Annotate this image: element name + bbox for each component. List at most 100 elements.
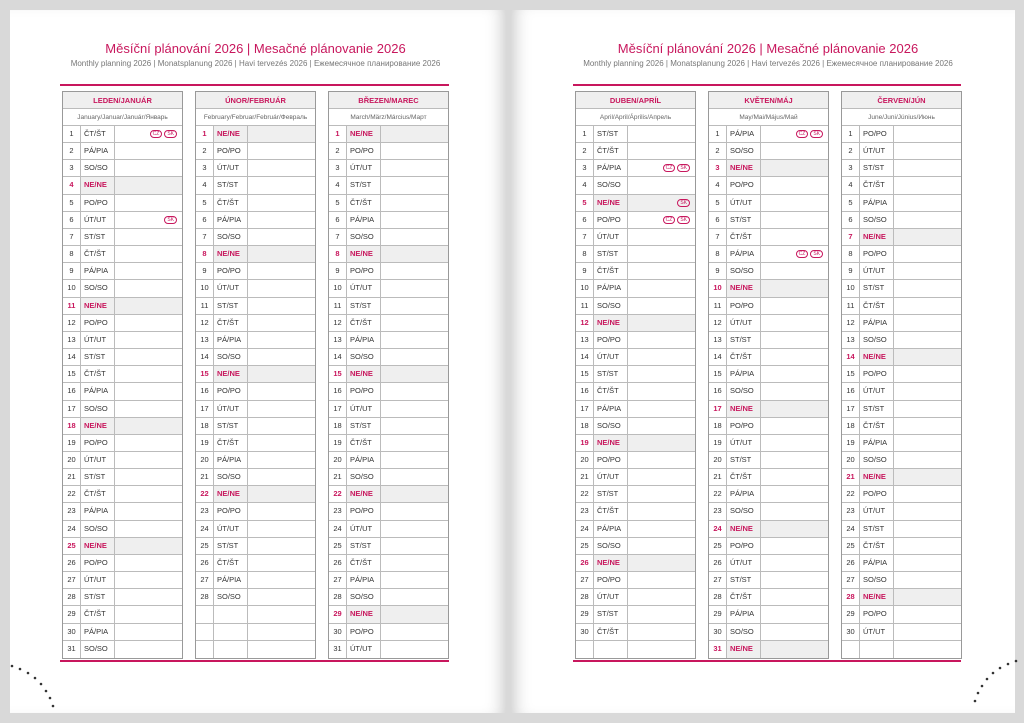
day-row[interactable]: 13 ST/ST <box>709 331 828 350</box>
note-cell[interactable] <box>628 177 695 193</box>
note-cell[interactable] <box>761 366 828 382</box>
note-cell[interactable] <box>628 589 695 605</box>
note-cell[interactable] <box>761 383 828 399</box>
note-cell[interactable] <box>381 349 448 365</box>
day-row[interactable]: 16 ÚT/UT <box>842 383 961 401</box>
note-cell[interactable] <box>115 486 182 502</box>
note-cell[interactable] <box>115 435 182 451</box>
note-cell[interactable] <box>628 452 695 468</box>
day-row[interactable]: 29 PO/PO <box>842 606 961 624</box>
note-cell[interactable] <box>894 486 961 502</box>
day-row[interactable]: 7 ST/ST <box>63 228 182 247</box>
day-row[interactable]: 13 SO/SO <box>842 331 961 350</box>
note-cell[interactable] <box>894 315 961 331</box>
note-cell[interactable] <box>115 537 182 554</box>
note-cell[interactable] <box>628 143 695 159</box>
note-cell[interactable] <box>894 452 961 468</box>
note-cell[interactable] <box>381 435 448 451</box>
day-row[interactable]: 14 SO/SO <box>329 349 448 367</box>
day-row[interactable]: 11 NE/NE <box>63 297 182 315</box>
note-cell[interactable] <box>248 366 315 383</box>
note-cell[interactable] <box>115 280 182 296</box>
day-row[interactable]: 6 PÁ/PIA <box>196 211 315 229</box>
day-row[interactable]: 27 ÚT/UT <box>63 572 182 590</box>
day-row[interactable]: 7 SO/SO <box>329 228 448 247</box>
day-row[interactable]: 23 PO/PO <box>329 503 448 521</box>
day-row[interactable]: 15 ČT/ŠT <box>63 366 182 384</box>
day-row[interactable]: 21 ČT/ŠT <box>709 469 828 487</box>
day-row[interactable]: 30 ČT/ŠT <box>576 623 695 641</box>
day-row[interactable]: 18 SO/SO <box>576 417 695 435</box>
note-cell[interactable] <box>115 297 182 314</box>
day-row[interactable]: 2 PÁ/PIA <box>63 143 182 161</box>
note-cell[interactable] <box>761 229 828 245</box>
note-cell[interactable] <box>115 641 182 658</box>
note-cell[interactable] <box>628 383 695 399</box>
note-cell[interactable] <box>761 640 828 658</box>
day-row[interactable]: 4 PO/PO <box>709 177 828 195</box>
note-cell[interactable] <box>115 589 182 605</box>
note-cell[interactable] <box>761 520 828 537</box>
day-row[interactable]: 5 NE/NE SK <box>576 194 695 212</box>
note-cell[interactable] <box>628 538 695 554</box>
day-row[interactable]: 18 ST/ST <box>196 417 315 435</box>
note-cell[interactable] <box>761 349 828 365</box>
note-cell[interactable]: CZ SK <box>761 126 828 142</box>
day-row[interactable]: 21 ST/ST <box>63 469 182 487</box>
day-row[interactable]: 12 NE/NE <box>576 314 695 332</box>
day-row[interactable]: 28 SO/SO <box>329 589 448 607</box>
day-row[interactable]: 18 NE/NE <box>63 417 182 435</box>
day-row[interactable]: 20 ST/ST <box>709 451 828 470</box>
day-row[interactable]: 12 PO/PO <box>63 314 182 332</box>
note-cell[interactable] <box>248 452 315 468</box>
note-cell[interactable] <box>381 280 448 296</box>
day-row[interactable]: 21 SO/SO <box>329 469 448 487</box>
note-cell[interactable] <box>115 315 182 331</box>
day-row[interactable]: 12 ČT/ŠT <box>196 314 315 332</box>
note-cell[interactable] <box>381 177 448 193</box>
note-cell[interactable] <box>248 486 315 503</box>
note-cell[interactable] <box>894 435 961 451</box>
day-row[interactable]: 4 NE/NE <box>63 177 182 195</box>
note-cell[interactable] <box>761 212 828 228</box>
note-cell[interactable] <box>628 418 695 434</box>
day-row[interactable]: 9 SO/SO <box>709 263 828 281</box>
note-cell[interactable] <box>115 606 182 622</box>
note-cell[interactable] <box>761 572 828 588</box>
day-row[interactable]: 29 ČT/ŠT <box>63 606 182 624</box>
day-row[interactable]: 23 PÁ/PIA <box>63 503 182 521</box>
day-row[interactable]: 12 ÚT/UT <box>709 314 828 332</box>
day-row[interactable]: 28 ÚT/UT <box>576 589 695 607</box>
day-row[interactable]: 25 ČT/ŠT <box>842 537 961 555</box>
day-row[interactable]: 18 ČT/ŠT <box>842 417 961 435</box>
day-row[interactable]: 5 ČT/ŠT <box>196 194 315 212</box>
note-cell[interactable] <box>115 555 182 571</box>
note-cell[interactable] <box>628 126 695 142</box>
day-row[interactable]: 4 ST/ST <box>329 177 448 195</box>
note-cell[interactable] <box>248 538 315 554</box>
note-cell[interactable] <box>115 195 182 211</box>
note-cell[interactable] <box>628 554 695 572</box>
note-cell[interactable] <box>628 486 695 502</box>
note-cell[interactable] <box>761 143 828 159</box>
note-cell[interactable] <box>628 298 695 314</box>
day-row[interactable]: 12 PÁ/PIA <box>842 314 961 332</box>
day-row[interactable]: 29 PÁ/PIA <box>709 606 828 624</box>
day-row[interactable]: 27 PO/PO <box>576 572 695 590</box>
day-row[interactable]: 18 PO/PO <box>709 417 828 435</box>
day-row[interactable]: 1 NE/NE <box>196 126 315 144</box>
day-row[interactable]: 17 ÚT/UT <box>329 400 448 418</box>
day-row[interactable]: 15 NE/NE <box>196 366 315 384</box>
note-cell[interactable] <box>894 606 961 622</box>
note-cell[interactable] <box>761 589 828 605</box>
day-row[interactable]: 2 PO/PO <box>329 143 448 161</box>
note-cell[interactable] <box>248 263 315 279</box>
note-cell[interactable] <box>761 177 828 193</box>
note-cell[interactable] <box>894 246 961 262</box>
day-row[interactable]: 3 ÚT/UT <box>329 160 448 178</box>
note-cell[interactable] <box>381 229 448 245</box>
day-row[interactable]: 7 ÚT/UT <box>576 228 695 247</box>
note-cell[interactable] <box>894 538 961 554</box>
note-cell[interactable] <box>894 280 961 296</box>
note-cell[interactable] <box>894 469 961 486</box>
